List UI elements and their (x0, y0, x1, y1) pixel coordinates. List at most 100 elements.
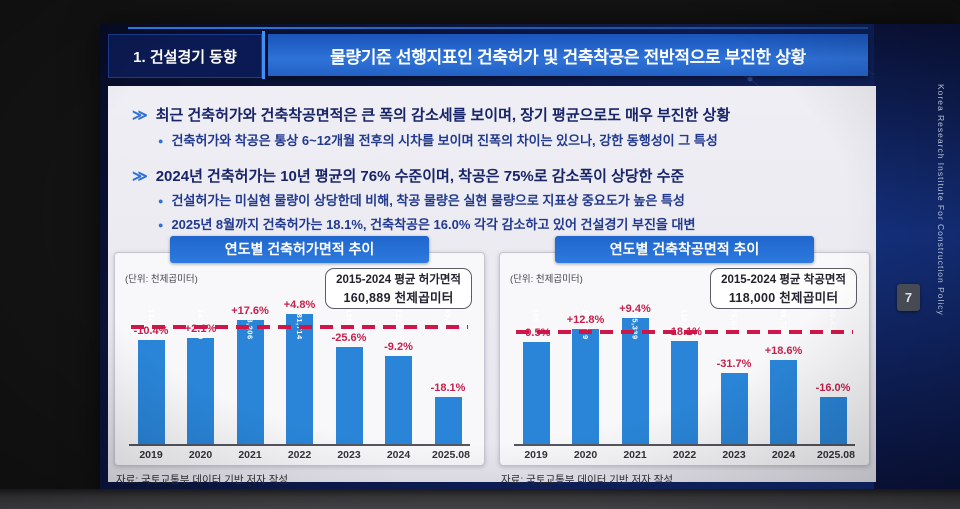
chevrons-bullet-icon: ≫ (132, 107, 148, 124)
bullet-item: ≫ 2024년 건축허가는 10년 평균의 76% 수준이며, 착공은 75%로 … (132, 167, 860, 187)
bar-value-label: 89,776 (779, 309, 788, 335)
institute-name-vertical: Korea Research Institute For Constructio… (936, 84, 946, 316)
pct-change-label: -9.2% (384, 340, 413, 353)
bar: 122,671 (385, 309, 412, 444)
section-label-text: 1. 건설경기 동향 (133, 48, 237, 66)
average-box-caption: 2015-2024 평균 허가면적 (336, 274, 461, 286)
bar-slot: 122,671-9.2% (383, 304, 415, 444)
bar-value-label: 147,330 (196, 309, 205, 340)
bar-value-label: 135,080 (345, 309, 354, 340)
bar: 173,206 (236, 309, 264, 444)
source-note: 자료: 국토교통부 데이터 기반 저자 작성 (116, 474, 289, 486)
chevrons-bullet-icon: ≫ (132, 167, 148, 185)
x-axis-tick-label: 2022 (287, 449, 312, 461)
average-box-caption: 2015-2024 평균 착공면적 (721, 274, 846, 286)
chart-panel: (단위: 천제곱미터) 2015-2024 평균 허가면적 160,889 천제… (114, 252, 485, 466)
bar-slot: 123,709 +12.8% (566, 304, 605, 444)
bar-value-label: 173,206 (246, 309, 255, 340)
sub-bullet-item: ● 건설허가는 미실현 물량이 상당한데 비해, 착공 물량은 실현 물량으로 지… (158, 193, 860, 210)
bar-value-label: 181,714 (295, 309, 304, 340)
bar-slot: 89,776 +18.6% (765, 304, 802, 444)
x-axis-labels: 2019 2020 2021 2022 2023 2024 2025.08 (129, 449, 470, 461)
dot-bullet-icon: ● (158, 220, 164, 230)
bullet-text: 건설허가는 미실현 물량이 상당한데 비해, 착공 물량은 실현 물량으로 지표… (171, 193, 685, 208)
bar: 75,678 (720, 309, 748, 444)
bar: 50,430 (819, 309, 847, 444)
bar-slot: 181,714+4.8% (284, 299, 316, 444)
x-axis-tick-label: 2024 (771, 449, 796, 461)
chart-panel: (단위: 천제곱미터) 2015-2024 평균 착공면적 118,000 천제… (499, 252, 870, 466)
unit-label: (단위: 천제곱미터) (125, 274, 198, 285)
x-axis-tick-label: 2023 (722, 449, 746, 461)
screen-bottom-edge (0, 489, 960, 509)
x-axis-labels: 2019 2020 2021 2022 2023 2024 2025.08 (514, 449, 855, 461)
bar: 89,776 (770, 309, 797, 444)
bar-value-label: 110,840 (680, 309, 689, 340)
x-axis-tick-label: 2021 (623, 449, 647, 461)
unit-label: (단위: 천제곱미터) (510, 274, 583, 285)
chart-panel-header: (단위: 천제곱미터) 2015-2024 평균 착공면적 118,000 천제… (510, 268, 859, 309)
dot-bullet-icon: ● (158, 135, 164, 146)
bar-slot: 135,080-25.6% (331, 304, 367, 444)
bar-value-label: 65,895 (443, 309, 453, 335)
section-label: 1. 건설경기 동향 (108, 34, 262, 78)
dot-bullet-icon: ● (158, 196, 164, 206)
bullet-item: ≫ 최근 건축허가와 건축착공면적은 큰 폭의 감소세를 보이며, 장기 평균으로… (132, 106, 860, 126)
chart-panel-header: (단위: 천제곱미터) 2015-2024 평균 허가면적 160,889 천제… (125, 268, 474, 309)
x-axis-tick-label: 2022 (672, 449, 697, 461)
bar-slot: 50,430 -16.0% (816, 304, 850, 444)
slide-header: 1. 건설경기 동향 물량기준 선행지표인 건축허가 및 건축착공은 전반적으로… (100, 24, 874, 86)
pct-change-label: +4.8% (283, 298, 316, 311)
bar-slot: 65,895 -18.1% (430, 304, 466, 444)
sub-bullet-item: ● 2025년 8월까지 건축허가는 18.1%, 건축착공은 16.0% 각각 … (158, 217, 860, 234)
pct-change-label: -18.1% (430, 381, 466, 394)
bar: 109,671 (522, 309, 550, 444)
bar: 123,709 (572, 309, 599, 444)
bar-slot: 135,339 +9.4% (619, 303, 651, 444)
slide-title-text: 물량기준 선행지표인 건축허가 및 건축착공은 전반적으로 부진한 상황 (330, 47, 806, 67)
x-axis-tick-label: 2019 (139, 449, 163, 461)
bar-slot: 109,671-9.5% (520, 304, 552, 444)
bar-value-label: 123,709 (581, 309, 590, 340)
chart-building-permit-area: 연도별 건축허가면적 추이 (단위: 천제곱미터) 2015-2024 평균 허… (114, 236, 485, 487)
average-box-value: 118,000 천제곱미터 (728, 291, 839, 305)
bar: 135,339 (621, 309, 649, 444)
bar-slot: 110,840-18.1% (667, 304, 702, 444)
x-axis-tick-label: 2025.08 (817, 449, 855, 461)
bullet-text: 2024년 건축허가는 10년 평균의 76% 수준이며, 착공은 75%로 감… (155, 167, 685, 185)
bars-container: 109,671-9.5% 123,709+12.8% 135,339+9.4% 110… (514, 303, 855, 444)
bar-value-label: 135,339 (630, 309, 640, 340)
pct-change-label: -31.7% (716, 358, 752, 371)
chart-construction-start-area: 연도별 건축착공면적 추이 (단위: 천제곱미터) 2015-2024 평균 착… (499, 236, 870, 487)
bar-slot: 75,678 -31.7% (716, 304, 752, 444)
average-value-box: 2015-2024 평균 착공면적 118,000 천제곱미터 (710, 268, 857, 309)
bars-container: 144,293-10.4%147,330+2.1%173,206+17.6%18… (129, 299, 470, 444)
x-axis-tick-label: 2024 (386, 449, 411, 461)
pct-change-label: -25.6% (331, 332, 367, 345)
bar: 65,895 (434, 309, 462, 444)
bullet-text: 최근 건축허가와 건축착공면적은 큰 폭의 감소세를 보이며, 장기 평균으로도… (155, 107, 731, 124)
x-axis-tick-label: 2021 (238, 449, 262, 461)
chart-plot-area: 109,671-9.5% 123,709+12.8% 135,339+9.4% 110… (514, 303, 855, 446)
x-axis-tick-label: 2025.08 (432, 449, 470, 461)
bullet-list: ≫ 최근 건축허가와 건축착공면적은 큰 폭의 감소세를 보이며, 장기 평균으로… (132, 98, 860, 234)
x-axis-tick-label: 2020 (188, 449, 213, 461)
pct-change-label: +12.8% (566, 313, 605, 326)
chart-title: 연도별 건축허가면적 추이 (169, 236, 430, 263)
x-axis-tick-label: 2019 (524, 449, 548, 461)
bar: 135,080 (335, 309, 363, 444)
chart-title: 연도별 건축착공면적 추이 (554, 236, 815, 263)
slide: Korea Research Institute For Constructio… (100, 24, 960, 490)
bar-value-label: 50,430 (828, 309, 838, 335)
average-dashed-line (516, 330, 853, 334)
sub-bullet-item: ● 건축허가와 착공은 통상 6~12개월 전후의 시차를 보이며 진폭의 차이는… (158, 133, 860, 150)
content-card: ≫ 최근 건축허가와 건축착공면적은 큰 폭의 감소세를 보이며, 장기 평균으로… (108, 86, 876, 486)
bar-slot: 144,293-10.4% (134, 304, 168, 444)
right-margin-strip (874, 24, 960, 490)
bar: 144,293 (137, 309, 165, 444)
bar: 147,330 (187, 309, 214, 444)
bullet-text: 2025년 8월까지 건축허가는 18.1%, 건축착공은 16.0% 각각 감… (171, 217, 696, 232)
source-note: 자료: 국토교통부 데이터 기반 저자 작성 (501, 474, 674, 486)
page-number-badge: 7 (897, 284, 920, 311)
bullet-text: 건축허가와 착공은 통상 6~12개월 전후의 시차를 보이며 진폭의 차이는 … (171, 132, 718, 148)
